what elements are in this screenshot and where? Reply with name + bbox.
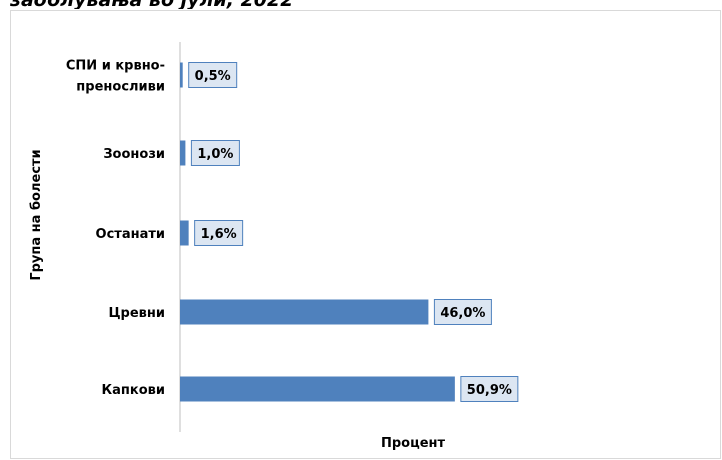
data-label: 1,6%: [201, 227, 237, 242]
bar: [180, 220, 189, 246]
category-label: Капкови: [102, 383, 165, 398]
y-axis-label: Група на болести: [29, 149, 44, 280]
data-label-box: [188, 62, 238, 88]
data-label-box: [190, 140, 240, 166]
bar: [180, 140, 186, 166]
category-label: Зоонози: [103, 147, 165, 162]
data-label-box: [194, 220, 244, 246]
category-label: СПИ и крвно-: [66, 59, 165, 74]
data-label: 1,0%: [197, 147, 233, 162]
data-label-box: [460, 376, 519, 402]
category-label: Останати: [96, 227, 165, 242]
category-label: преносливи: [76, 80, 165, 95]
bar: [180, 376, 455, 402]
bar: [180, 62, 183, 88]
plot-area: СПИ и крвно-преносливи 0,5% Зоонози 1,0% Ост…: [66, 42, 519, 432]
x-axis-label: Процент: [381, 436, 446, 451]
data-label-box: [433, 299, 492, 325]
chart-title: заболувања во јули, 2022: [10, 0, 722, 9]
data-label: 50,9%: [467, 383, 512, 398]
data-label: 46,0%: [440, 306, 485, 321]
data-label: 0,5%: [195, 69, 231, 84]
category-label: Цревни: [108, 306, 165, 321]
bar: [180, 299, 429, 325]
